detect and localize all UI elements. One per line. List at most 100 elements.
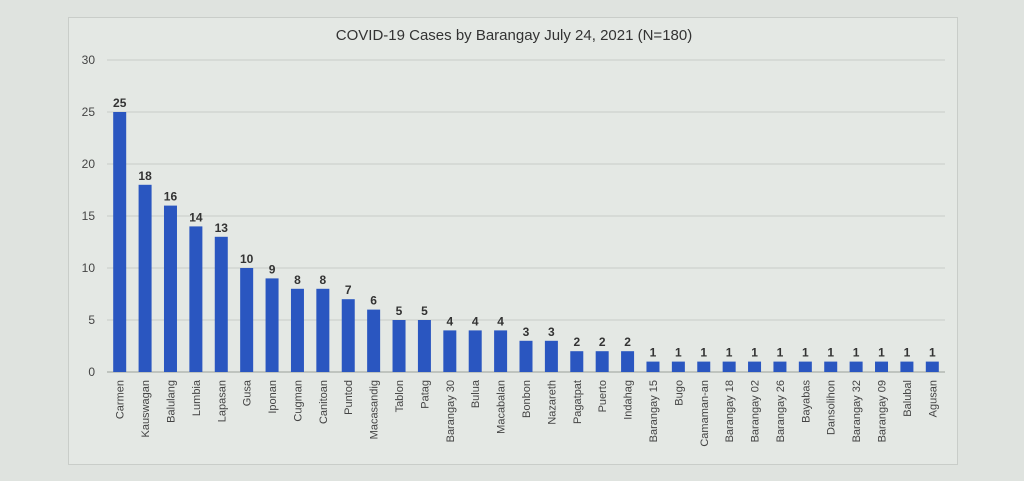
category-label: Lapasan xyxy=(216,380,228,422)
chart-title: COVID-19 Cases by Barangay July 24, 2021… xyxy=(336,27,692,44)
data-label: 13 xyxy=(215,221,229,235)
bar xyxy=(316,288,330,372)
bar xyxy=(697,361,711,372)
data-label: 3 xyxy=(523,325,530,339)
data-label: 14 xyxy=(189,210,203,224)
data-label: 1 xyxy=(853,346,860,360)
bar xyxy=(773,361,787,372)
bar xyxy=(392,320,406,372)
data-label: 8 xyxy=(320,273,327,287)
bar xyxy=(748,361,762,372)
category-label: Barangay 02 xyxy=(750,380,762,442)
category-label: Macasandig xyxy=(369,380,381,439)
data-label: 6 xyxy=(370,294,377,308)
bar xyxy=(824,361,838,372)
data-label: 1 xyxy=(904,346,911,360)
category-label: Tablon xyxy=(394,380,406,412)
x-axis-labels: Carmen Kauswagan Balulang Lumbia Lapasan Gusa… xyxy=(115,379,940,447)
data-label: 1 xyxy=(929,346,936,360)
bar xyxy=(468,330,482,372)
category-label: Barangay 18 xyxy=(724,380,736,442)
bar xyxy=(494,330,508,372)
data-label: 5 xyxy=(421,304,428,318)
category-label: Barangay 30 xyxy=(445,380,457,442)
bar xyxy=(417,320,431,372)
data-label: 2 xyxy=(573,335,580,349)
bar xyxy=(798,361,812,372)
data-label: 1 xyxy=(802,346,809,360)
category-label: Nazareth xyxy=(546,380,558,425)
data-label: 1 xyxy=(700,346,707,360)
bar xyxy=(265,278,279,372)
category-label: Lumbia xyxy=(191,379,203,416)
bar xyxy=(113,112,127,372)
bar xyxy=(646,361,660,372)
category-label: Camaman-an xyxy=(699,380,711,447)
category-label: Iponan xyxy=(267,380,279,414)
category-label: Kauswagan xyxy=(140,380,152,438)
data-label: 25 xyxy=(113,96,127,110)
y-tick-label: 20 xyxy=(82,157,96,171)
category-label: Balulang xyxy=(165,380,177,423)
y-tick-label: 30 xyxy=(82,53,96,67)
bar xyxy=(443,330,457,372)
data-label: 1 xyxy=(675,346,682,360)
category-label: Puerto xyxy=(597,380,609,412)
data-label: 3 xyxy=(548,325,555,339)
category-label: Gusa xyxy=(242,379,254,406)
bar xyxy=(189,226,203,372)
bar xyxy=(849,361,863,372)
bar xyxy=(544,340,558,372)
category-label: Barangay 15 xyxy=(648,380,660,442)
data-label: 1 xyxy=(878,346,885,360)
y-tick-label: 5 xyxy=(88,313,95,327)
bar xyxy=(138,184,152,372)
data-label: 4 xyxy=(446,314,453,328)
bar xyxy=(519,340,533,372)
category-label: Bayabas xyxy=(800,380,812,423)
data-label: 5 xyxy=(396,304,403,318)
bar xyxy=(163,205,177,372)
category-label: Bulua xyxy=(470,379,482,408)
data-labels: 25 18 16 14 13 10 9 8 8 7 6 5 5 4 4 4 3 3 2 2 2 1 1 1 1 1 1 1 1 1 1 1 1 xyxy=(113,96,936,360)
category-label: Canitoan xyxy=(318,380,330,424)
data-label: 1 xyxy=(827,346,834,360)
bar xyxy=(214,236,228,372)
bar-chart: COVID-19 Cases by Barangay July 24, 2021… xyxy=(82,27,945,447)
bar xyxy=(900,361,914,372)
category-label: Dansolihon xyxy=(826,380,838,435)
data-label: 1 xyxy=(777,346,784,360)
y-axis-ticks: 0 5 10 15 20 25 30 xyxy=(82,53,96,379)
y-tick-label: 15 xyxy=(82,209,96,223)
bar xyxy=(621,351,635,372)
bar xyxy=(875,361,889,372)
data-label: 7 xyxy=(345,283,352,297)
bar xyxy=(925,361,939,372)
y-tick-label: 25 xyxy=(82,105,96,119)
category-label: Pagatpat xyxy=(572,380,584,424)
category-label: Barangay 26 xyxy=(775,380,787,442)
category-label: Agusan xyxy=(927,380,939,417)
bar xyxy=(367,309,381,372)
category-label: Bugo xyxy=(673,380,685,406)
category-label: Patag xyxy=(419,380,431,409)
category-label: Barangay 32 xyxy=(851,380,863,442)
category-label: Cugman xyxy=(292,380,304,422)
category-label: Indahag xyxy=(623,380,635,420)
category-label: Carmen xyxy=(115,380,127,419)
data-label: 16 xyxy=(164,190,178,204)
data-label: 9 xyxy=(269,262,276,276)
data-label: 4 xyxy=(472,314,479,328)
category-label: Bonbon xyxy=(521,380,533,418)
data-label: 8 xyxy=(294,273,301,287)
y-tick-label: 10 xyxy=(82,261,96,275)
data-label: 18 xyxy=(138,169,152,183)
data-label: 10 xyxy=(240,252,254,266)
category-label: Balubal xyxy=(902,380,914,417)
bar xyxy=(595,351,609,372)
data-label: 2 xyxy=(599,335,606,349)
bar xyxy=(341,299,355,372)
bar xyxy=(570,351,584,372)
category-label: Barangay 09 xyxy=(877,380,889,442)
category-label: Puntod xyxy=(343,380,355,415)
